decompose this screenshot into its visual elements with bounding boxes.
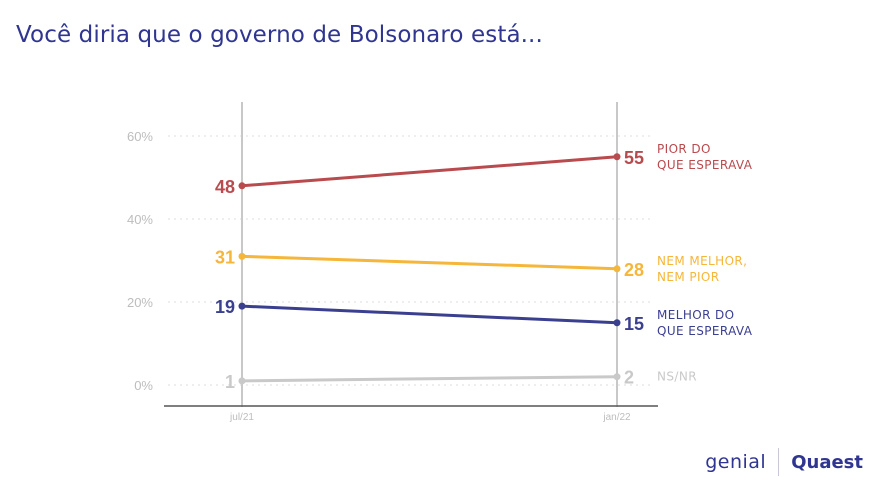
series-name-label: NEM MELHOR, NEM PIOR bbox=[657, 254, 747, 284]
series-group: 48 55 PIOR DO QUE ESPERAVA 31 28 NEM MELHOR, NE… bbox=[215, 142, 753, 392]
genial-logo: genial bbox=[705, 451, 767, 473]
data-label: 15 bbox=[624, 314, 644, 334]
series: 19 15 MELHOR DO QUE ESPERAVA bbox=[215, 297, 753, 338]
series-line bbox=[241, 254, 618, 271]
series-line bbox=[241, 155, 618, 188]
y-tick-label: 20% bbox=[127, 295, 153, 310]
series-name-label: PIOR DO QUE ESPERAVA bbox=[657, 142, 753, 172]
data-point bbox=[238, 182, 246, 190]
data-point bbox=[238, 252, 246, 260]
data-label: 28 bbox=[624, 260, 644, 280]
series-name-label: NS/NR bbox=[657, 370, 697, 384]
logos: genial Quaest bbox=[705, 448, 863, 476]
y-tick-label: 40% bbox=[127, 212, 153, 227]
x-tick-label: jul/21 bbox=[229, 412, 254, 423]
data-label: 1 bbox=[225, 372, 235, 392]
data-point bbox=[613, 265, 621, 273]
data-point bbox=[613, 319, 621, 327]
y-tick-label: 0% bbox=[134, 378, 153, 393]
data-label: 19 bbox=[215, 297, 235, 317]
series-name-label: MELHOR DO QUE ESPERAVA bbox=[657, 308, 753, 338]
data-point bbox=[613, 153, 621, 161]
series: 48 55 PIOR DO QUE ESPERAVA bbox=[215, 142, 753, 197]
series-line bbox=[241, 304, 618, 325]
data-label: 55 bbox=[624, 148, 644, 168]
data-label: 48 bbox=[215, 177, 235, 197]
y-axis-ticks: 0% 20% 40% 60% bbox=[127, 129, 153, 393]
chart-title: Você diria que o governo de Bolsonaro es… bbox=[16, 22, 543, 48]
data-point bbox=[238, 302, 246, 310]
data-point bbox=[613, 373, 621, 381]
quaest-logo: Quaest bbox=[791, 451, 863, 473]
x-tick-label: jan/22 bbox=[602, 412, 631, 423]
data-point bbox=[238, 377, 246, 385]
logo-divider bbox=[778, 448, 780, 476]
y-tick-label: 60% bbox=[127, 129, 153, 144]
series: 1 2 NS/NR bbox=[225, 368, 697, 392]
data-label: 2 bbox=[624, 368, 634, 388]
x-axis: jul/21 jan/22 bbox=[164, 405, 658, 423]
data-label: 31 bbox=[215, 247, 235, 267]
series-line bbox=[241, 375, 618, 383]
series: 31 28 NEM MELHOR, NEM PIOR bbox=[215, 247, 747, 283]
